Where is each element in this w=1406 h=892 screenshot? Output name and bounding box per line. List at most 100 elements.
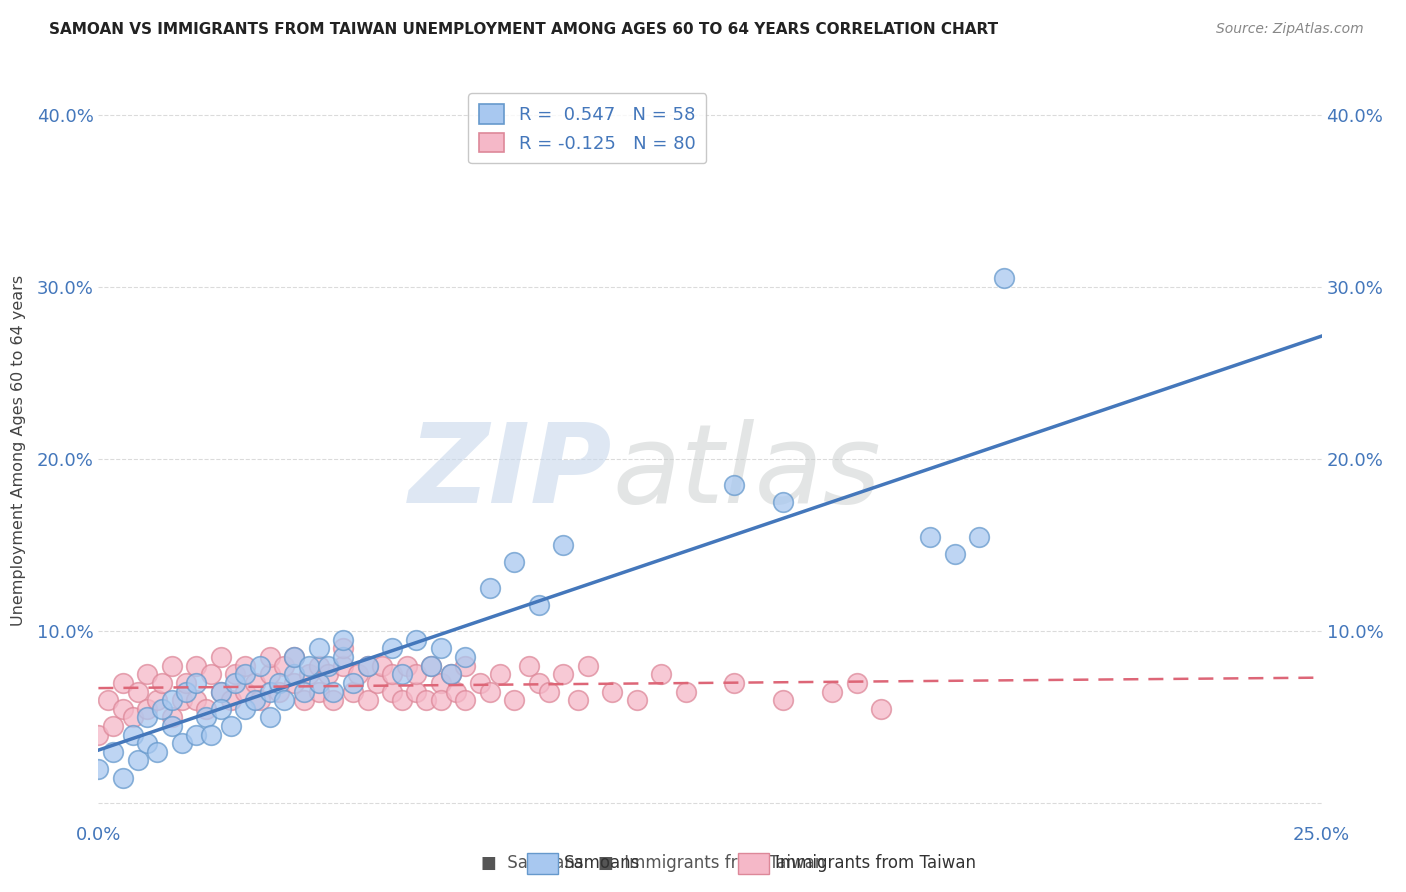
Point (121, 710, 143, 724)
Point (381, 684, 404, 698)
Point (395, 658, 418, 673)
Point (259, 650, 281, 665)
Point (381, 641, 404, 656)
Point (160, 658, 183, 673)
Y-axis label: Unemployment Among Ages 60 to 64 years: Unemployment Among Ages 60 to 64 years (11, 275, 25, 626)
Bar (738, 853, 769, 874)
Point (772, 495, 794, 509)
Point (209, 684, 232, 698)
Point (243, 676, 266, 690)
Point (308, 684, 330, 698)
Point (273, 658, 295, 673)
Point (454, 650, 477, 665)
Text: ■  Immigrants from Taiwan: ■ Immigrants from Taiwan (598, 855, 825, 872)
Point (195, 702, 218, 716)
Point (821, 684, 844, 698)
Point (150, 702, 173, 716)
Point (454, 658, 477, 673)
Point (176, 684, 198, 698)
Point (322, 693, 344, 707)
Point (224, 676, 246, 690)
Point (356, 658, 378, 673)
Point (87, 727, 110, 741)
Point (170, 693, 193, 707)
Point (160, 719, 183, 733)
Point (920, 530, 942, 544)
Point (121, 727, 143, 741)
Text: Samoans: Samoans (564, 855, 640, 872)
Point (308, 658, 330, 673)
Point (127, 684, 149, 698)
Point (346, 667, 368, 681)
Point (249, 693, 271, 707)
Point (219, 693, 242, 707)
Point (553, 538, 575, 552)
Point (332, 632, 354, 647)
Point (675, 684, 697, 698)
Point (200, 727, 222, 741)
Point (200, 667, 222, 681)
Point (420, 658, 443, 673)
Bar (527, 853, 558, 874)
Point (342, 676, 364, 690)
Point (870, 702, 893, 716)
Point (97, 693, 120, 707)
Point (356, 693, 378, 707)
Point (160, 693, 183, 707)
Point (186, 693, 208, 707)
Point (298, 658, 321, 673)
Point (283, 650, 305, 665)
Point (292, 693, 315, 707)
Point (478, 581, 501, 595)
Point (136, 736, 159, 750)
Point (160, 710, 183, 724)
Point (195, 710, 218, 724)
Point (371, 658, 394, 673)
Point (993, 271, 1015, 285)
Point (269, 684, 291, 698)
Point (420, 658, 443, 673)
Point (723, 478, 745, 492)
Point (209, 702, 232, 716)
Point (101, 719, 124, 733)
Point (503, 555, 526, 569)
Point (259, 710, 281, 724)
Point (283, 667, 305, 681)
Point (503, 693, 526, 707)
Point (444, 684, 467, 698)
Point (430, 693, 453, 707)
Point (332, 658, 354, 673)
Point (381, 667, 404, 681)
Point (391, 667, 413, 681)
Point (405, 684, 427, 698)
Point (170, 736, 193, 750)
Point (292, 684, 315, 698)
Point (517, 658, 540, 673)
Point (186, 676, 208, 690)
Point (308, 676, 330, 690)
Point (209, 650, 232, 665)
Point (259, 667, 281, 681)
Point (318, 658, 340, 673)
Point (101, 745, 124, 759)
Point (219, 719, 242, 733)
Point (845, 676, 868, 690)
Point (273, 693, 295, 707)
Point (176, 676, 198, 690)
Point (233, 702, 256, 716)
Point (356, 658, 378, 673)
Point (224, 667, 246, 681)
Point (259, 684, 281, 698)
Text: ZIP: ZIP (409, 419, 612, 526)
Point (283, 650, 305, 665)
Text: Source: ZipAtlas.com: Source: ZipAtlas.com (1216, 22, 1364, 37)
Point (136, 667, 159, 681)
Point (567, 693, 589, 707)
Point (342, 684, 364, 698)
Point (440, 667, 463, 681)
Point (366, 676, 388, 690)
Text: atlas: atlas (612, 419, 880, 526)
Point (440, 667, 463, 681)
Point (967, 530, 990, 544)
Point (405, 667, 427, 681)
